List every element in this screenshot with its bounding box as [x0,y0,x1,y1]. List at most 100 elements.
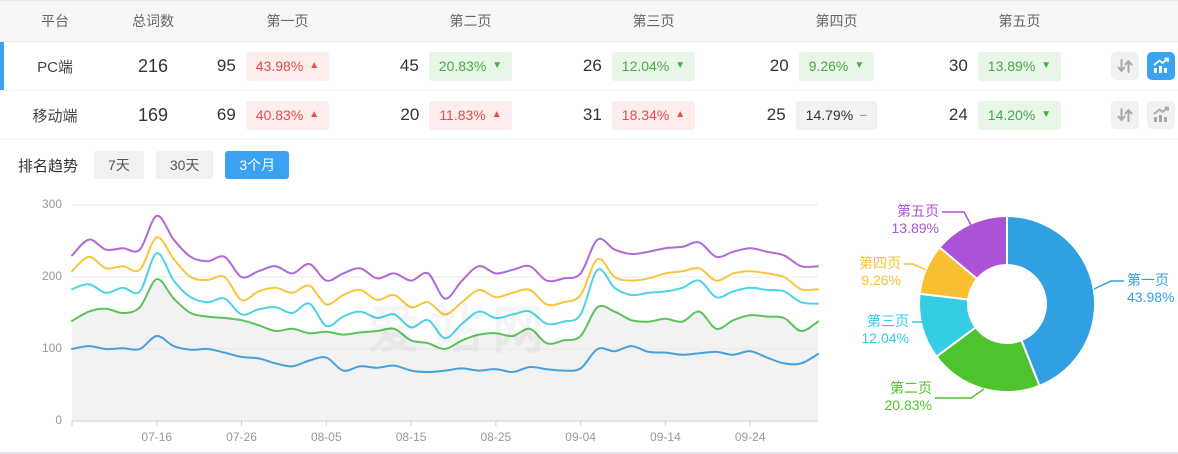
trend-toolbar: 排名趋势 7天 30天 3个月 [0,140,1178,190]
change-badge: 11.83% ▲ [429,100,512,130]
pie-slice-第一页[interactable] [1006,214,1097,388]
dash-icon: − [859,107,868,123]
pie-leader-line [1093,280,1124,290]
series-line-第三页 [71,252,819,340]
pie-label-percent: 12.04% [862,330,909,346]
trend-title: 排名趋势 [18,157,79,175]
x-axis-label: 09-14 [650,430,681,444]
col-page1: 第一页 [266,13,309,29]
total-words: 169 [137,104,169,125]
bar-chart-icon [1151,105,1171,125]
sort-updown-button[interactable] [1111,52,1139,80]
pie-label-percent: 13.89% [892,220,939,236]
pie-label-percent: 20.83% [885,397,932,413]
y-axis-label: 300 [41,197,62,211]
x-axis-label: 09-24 [734,430,766,444]
page-2-cell: 45 20.83% ▼ [379,51,562,81]
page-count: 69 [216,105,236,124]
col-page4: 第四页 [815,13,858,29]
y-axis-label: 200 [41,269,62,283]
area-fill [72,279,818,421]
series-line-第五页 [71,214,819,300]
page-count: 20 [769,56,789,75]
arrow-down-icon: ▼ [492,60,503,71]
row-actions [1111,52,1178,80]
page-count: 95 [216,56,236,75]
table-row[interactable]: PC端 216 95 43.98% ▲ 45 20.83% ▼ 26 12.04%… [0,42,1178,91]
rank-table-body: PC端 216 95 43.98% ▲ 45 20.83% ▼ 26 12.04%… [0,42,1178,140]
page-2-cell: 20 11.83% ▲ [379,100,562,130]
arrow-up-icon: ▲ [491,109,502,120]
pie-slice-第五页[interactable] [938,214,1008,281]
platform-label: PC端 [37,58,73,76]
line-chart [71,204,819,426]
col-page3: 第三页 [632,13,675,29]
arrow-down-icon: ▼ [675,60,686,71]
y-axis-label: 100 [41,341,62,355]
page-1-cell: 69 40.83% ▲ [196,100,379,130]
page-count: 30 [948,56,968,75]
series-line-第一页 [71,335,819,374]
col-page2: 第二页 [449,13,492,29]
up-down-arrows-icon [1115,105,1135,125]
arrow-down-icon: ▼ [1041,60,1052,71]
change-badge: 9.26% ▼ [798,51,875,81]
tab-30days[interactable]: 30天 [155,151,214,179]
col-page5: 第五页 [998,13,1041,29]
x-axis-label: 08-15 [395,430,427,444]
col-total: 总词数 [132,13,174,29]
page-count: 24 [948,105,968,124]
pie-leader-line [935,388,985,399]
pie-leader-line [904,263,927,271]
pie-label-name: 第一页 [1127,272,1169,288]
arrow-up-icon: ▲ [309,109,320,120]
pie-label-percent: 43.98% [1127,289,1174,305]
trend-chart-button[interactable] [1147,52,1175,80]
change-badge: 14.79% − [795,100,878,130]
pie-label-name: 第五页 [897,203,939,219]
change-badge: 20.83% ▼ [428,51,513,81]
page-4-cell: 25 14.79% − [745,100,928,130]
page-count: 20 [400,105,420,124]
series-line-第四页 [71,236,819,316]
bar-chart-icon [1151,56,1171,76]
change-badge: 13.89% ▼ [977,51,1062,81]
pie-label-name: 第四页 [859,255,901,271]
table-row[interactable]: 移动端 169 69 40.83% ▲ 20 11.83% ▲ 31 18.34%… [0,91,1178,140]
platform-label: 移动端 [32,107,78,125]
x-axis-label: 08-05 [310,430,342,444]
pie-label-percent: 9.26% [861,272,901,288]
arrow-up-icon: ▲ [309,60,320,71]
change-badge: 43.98% ▲ [245,51,330,81]
change-badge: 18.34% ▲ [611,100,696,130]
page-count: 25 [766,105,786,124]
x-axis-label: 08-25 [480,430,512,444]
trend-chart-button[interactable] [1147,101,1175,129]
change-badge: 12.04% ▼ [611,51,696,81]
page-1-cell: 95 43.98% ▲ [196,51,379,81]
x-axis-label: 07-16 [141,430,173,444]
y-axis-label: 0 [55,413,62,427]
page-3-cell: 26 12.04% ▼ [562,51,745,81]
up-down-arrows-icon [1115,56,1135,76]
pie-slice-第二页[interactable] [935,325,1041,393]
arrow-up-icon: ▲ [675,109,686,120]
pie-leader-line [942,211,972,226]
x-axis-label: 09-04 [565,430,596,444]
tab-7days[interactable]: 7天 [94,151,144,179]
col-platform: 平台 [41,13,69,29]
charts-area: 0 100 200 300 07-16 07-26 08-05 08-15 08-25 09-0… [0,190,1178,452]
pie-leader-line [912,321,966,328]
page-5-cell: 24 14.20% ▼ [928,100,1111,130]
sort-updown-button[interactable] [1111,101,1139,129]
tab-3months[interactable]: 3个月 [225,151,290,179]
x-axis-label: 07-26 [226,430,257,444]
page-5-cell: 30 13.89% ▼ [928,51,1111,81]
page-count: 45 [399,56,419,75]
page-count: 31 [582,105,602,124]
row-actions [1111,101,1178,129]
pie-label-name: 第三页 [867,313,909,329]
rank-table-header: 平台 总词数 第一页 第二页 第三页 第四页 第五页 [0,1,1178,42]
